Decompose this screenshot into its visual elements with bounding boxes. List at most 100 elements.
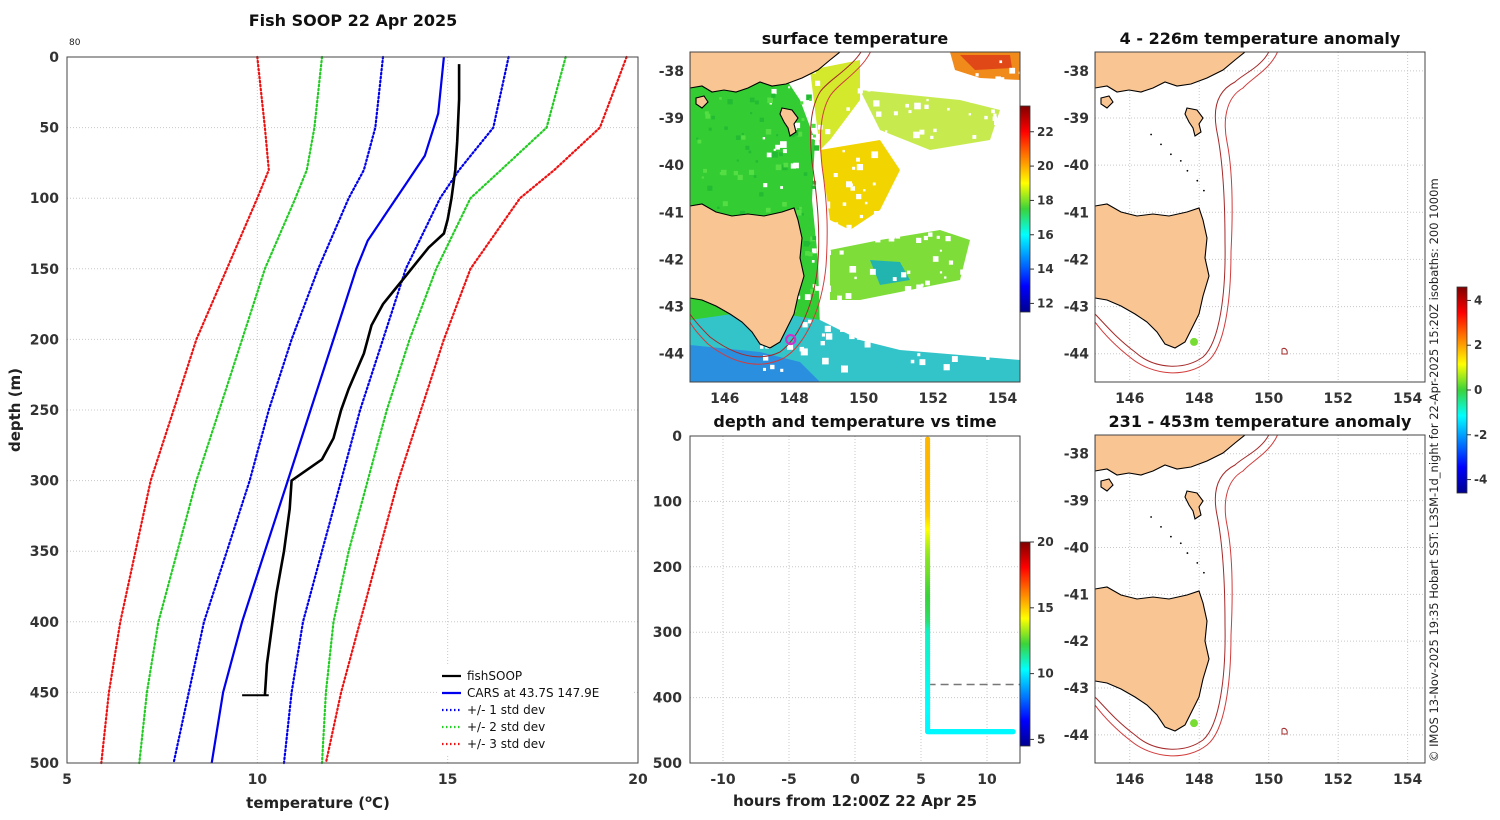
sst-texture [735, 135, 741, 140]
sst-texture [813, 145, 820, 151]
sst-cloud-gap [869, 268, 876, 275]
sst-cloud-gap [917, 353, 921, 357]
sst-cloud-gap [820, 341, 825, 346]
a1-xtick: 154 [1393, 391, 1422, 407]
anomaly-lower-x-ticks: 146 148 150 152 154 [1115, 772, 1422, 788]
sst-ytick: -40 [659, 158, 685, 174]
sst-cloud-gap [865, 305, 871, 311]
sst-cloud-gap [840, 325, 847, 332]
time-colorbar-ticks: 5 10 15 20 [1030, 535, 1054, 746]
anomaly-upper-title: 4 - 226m temperature anomaly [1120, 29, 1401, 48]
time-cb-ticklabel: 15 [1037, 601, 1054, 615]
sst-texture [811, 185, 815, 189]
profile-ytick: 350 [30, 544, 59, 560]
sst-cloud-gap [800, 348, 808, 356]
sst-texture [711, 115, 715, 120]
anomaly-colorbar [1456, 286, 1468, 494]
sst-cloud-gap [975, 73, 979, 77]
sst-cloud-gap [985, 312, 988, 316]
sst-cloud-gap [1013, 170, 1016, 174]
sst-texture [741, 135, 746, 140]
sst-texture [808, 252, 813, 257]
sst-cloud-gap [850, 183, 853, 186]
time-ytick: 100 [653, 494, 682, 510]
sst-cloud-gap [945, 160, 952, 167]
sst-cloud-gap [822, 357, 829, 365]
sst-ytick: -43 [659, 300, 684, 316]
sst-cloud-gap [998, 342, 1004, 348]
sst-cloud-gap [922, 294, 925, 297]
sst-cloud-gap [1018, 227, 1020, 231]
sst-cloud-gap [919, 359, 926, 366]
sst-colorbar-ticks: 12 14 16 18 20 22 [1030, 125, 1054, 310]
sst-cloud-gap [775, 144, 780, 150]
time-ytick: 500 [653, 756, 682, 772]
time-xtick: 10 [977, 772, 997, 788]
sst-cloud-gap [880, 318, 888, 325]
sst-cloud-gap [825, 129, 831, 135]
sst-cloud-gap [922, 288, 929, 295]
profile-xlabel: temperature (oC) [246, 794, 390, 812]
sst-cloud-gap [951, 219, 957, 225]
a1-ytick: -44 [1064, 347, 1090, 363]
sst-cloud-gap [1000, 273, 1006, 279]
sst-cloud-gap [894, 216, 900, 222]
sst-cloud-gap [944, 305, 946, 308]
sst-cloud-gap [846, 224, 852, 230]
time-ytick: 400 [653, 691, 682, 707]
sst-texture [772, 151, 778, 158]
time-xtick: 5 [916, 772, 926, 788]
sst-cloud-gap [996, 326, 999, 329]
sst-texture [697, 139, 702, 144]
time-xtick: -5 [781, 772, 797, 788]
sst-cloud-gap [788, 86, 791, 89]
a2-coast-dot [1160, 525, 1162, 528]
sst-cloud-gap [899, 300, 902, 304]
sst-cloud-gap [991, 267, 997, 273]
series--1-std-dev [282, 55, 510, 765]
sst-speckle [695, 60, 1020, 373]
a1-ytick: -43 [1064, 300, 1089, 316]
a1-xtick: 148 [1185, 391, 1214, 407]
sst-cloud-gap [948, 260, 954, 265]
sst-cloud-gap [985, 305, 991, 311]
anomaly-upper-frame [1094, 51, 1426, 383]
sst-cloud-gap [902, 185, 908, 191]
sst-cloud-gap [938, 336, 941, 339]
time-colorbar [1019, 541, 1031, 747]
anomaly-lower-title: 231 - 453m temperature anomaly [1109, 412, 1412, 431]
profile-xtick: 20 [628, 772, 648, 788]
sst-texture [733, 171, 738, 176]
sst-cloud-gap [963, 320, 966, 323]
sst-lime-field [860, 90, 1000, 150]
series-fishsoop [263, 64, 461, 696]
profile-panel: Fish SOOP 22 Apr 2025 80 0 50 100 150 200 250… [6, 11, 648, 812]
sst-cloud-gap [962, 277, 968, 284]
sst-cloud-gap [996, 295, 1000, 300]
top-left-note: 80 [69, 38, 81, 48]
sst-cloud-gap [937, 205, 945, 212]
sst-cloud-gap [901, 272, 907, 278]
time-ytick: 300 [653, 625, 682, 641]
sst-cloud-gap [780, 368, 784, 372]
anom-cb-ticklabel: 4 [1474, 293, 1482, 307]
sst-cloud-gap [763, 183, 768, 188]
sst-cloud-gap [945, 214, 948, 217]
sst-cloud-gap [856, 194, 862, 200]
sst-texture [803, 172, 808, 176]
sst-cloud-gap [811, 248, 817, 254]
sst-cloud-gap [887, 60, 894, 68]
sst-cloud-gap [773, 148, 776, 151]
sst-cloud-gap [856, 164, 863, 171]
sst-cloud-gap [923, 235, 928, 241]
a2-xtick: 146 [1115, 772, 1144, 788]
sst-cloud-gap [804, 84, 808, 88]
sst-cloud-gap [819, 310, 827, 318]
sst-cloud-gap [902, 326, 909, 334]
sst-cloud-gap [993, 113, 997, 117]
sst-cloud-gap [987, 259, 992, 264]
sst-texture [736, 159, 739, 162]
sst-cb-ticklabel: 20 [1037, 159, 1054, 173]
sst-cloud-gap [1013, 155, 1020, 162]
a1-ytick: -39 [1064, 111, 1089, 127]
